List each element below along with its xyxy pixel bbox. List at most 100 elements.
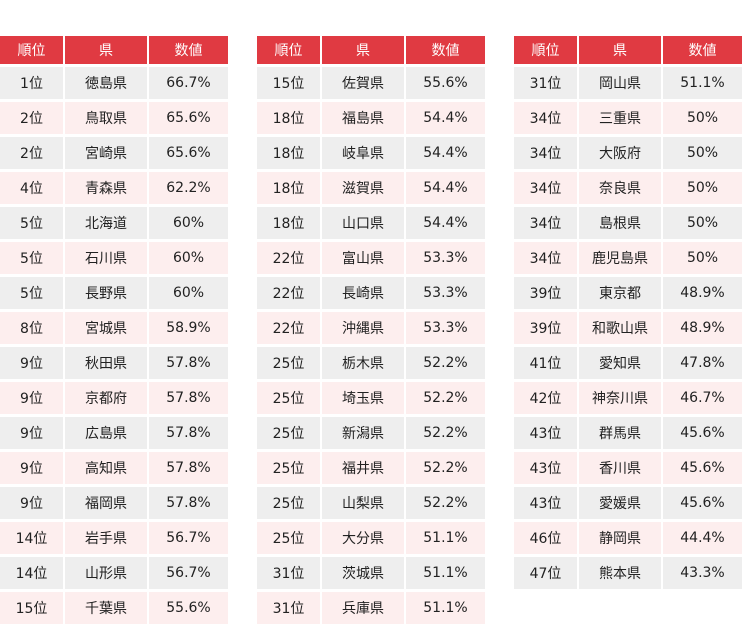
header-rank: 順位 bbox=[257, 36, 320, 64]
prefecture-cell: 富山県 bbox=[322, 242, 404, 274]
header-row: 順位 県 数値 bbox=[257, 36, 485, 64]
value-cell: 58.9% bbox=[149, 312, 228, 344]
prefecture-cell: 茨城県 bbox=[322, 557, 404, 589]
table-row: 18位 山口県 54.4% bbox=[257, 207, 485, 239]
prefecture-cell: 奈良県 bbox=[579, 172, 661, 204]
value-cell: 50% bbox=[663, 137, 742, 169]
prefecture-cell: 香川県 bbox=[579, 452, 661, 484]
table-row: 34位 三重県 50% bbox=[514, 102, 742, 134]
rank-cell: 15位 bbox=[0, 592, 63, 624]
value-cell: 52.2% bbox=[406, 347, 485, 379]
value-cell: 47.8% bbox=[663, 347, 742, 379]
rank-cell: 46位 bbox=[514, 522, 577, 554]
table-row: 43位 香川県 45.6% bbox=[514, 452, 742, 484]
prefecture-cell: 熊本県 bbox=[579, 557, 661, 589]
table-row: 25位 山梨県 52.2% bbox=[257, 487, 485, 519]
value-cell: 50% bbox=[663, 172, 742, 204]
value-cell: 44.4% bbox=[663, 522, 742, 554]
prefecture-cell: 岐阜県 bbox=[322, 137, 404, 169]
prefecture-cell: 秋田県 bbox=[65, 347, 147, 379]
prefecture-cell: 高知県 bbox=[65, 452, 147, 484]
table-row: 15位 佐賀県 55.6% bbox=[257, 67, 485, 99]
prefecture-cell: 福井県 bbox=[322, 452, 404, 484]
prefecture-cell: 岩手県 bbox=[65, 522, 147, 554]
value-cell: 54.4% bbox=[406, 207, 485, 239]
value-cell: 50% bbox=[663, 102, 742, 134]
rank-cell: 9位 bbox=[0, 382, 63, 414]
table-row: 31位 岡山県 51.1% bbox=[514, 67, 742, 99]
value-cell: 57.8% bbox=[149, 487, 228, 519]
table-row: 34位 鹿児島県 50% bbox=[514, 242, 742, 274]
rank-cell: 2位 bbox=[0, 137, 63, 169]
prefecture-cell: 島根県 bbox=[579, 207, 661, 239]
table-row: 34位 大阪府 50% bbox=[514, 137, 742, 169]
rank-cell: 22位 bbox=[257, 242, 320, 274]
value-cell: 54.4% bbox=[406, 172, 485, 204]
prefecture-cell: 鹿児島県 bbox=[579, 242, 661, 274]
value-cell: 45.6% bbox=[663, 452, 742, 484]
value-cell: 56.7% bbox=[149, 557, 228, 589]
table-row: 31位 兵庫県 51.1% bbox=[257, 592, 485, 624]
value-cell: 51.1% bbox=[663, 67, 742, 99]
prefecture-cell: 新潟県 bbox=[322, 417, 404, 449]
table-row: 18位 岐阜県 54.4% bbox=[257, 137, 485, 169]
value-cell: 53.3% bbox=[406, 277, 485, 309]
rank-cell: 42位 bbox=[514, 382, 577, 414]
header-row: 順位 県 数値 bbox=[514, 36, 742, 64]
table-row: 14位 岩手県 56.7% bbox=[0, 522, 228, 554]
prefecture-cell: 愛媛県 bbox=[579, 487, 661, 519]
prefecture-cell: 広島県 bbox=[65, 417, 147, 449]
table-row: 9位 広島県 57.8% bbox=[0, 417, 228, 449]
table-row: 25位 新潟県 52.2% bbox=[257, 417, 485, 449]
header-value: 数値 bbox=[149, 36, 228, 64]
rank-cell: 9位 bbox=[0, 487, 63, 519]
prefecture-cell: 滋賀県 bbox=[322, 172, 404, 204]
rank-cell: 34位 bbox=[514, 242, 577, 274]
prefecture-cell: 佐賀県 bbox=[322, 67, 404, 99]
rank-cell: 9位 bbox=[0, 417, 63, 449]
prefecture-cell: 岡山県 bbox=[579, 67, 661, 99]
header-value: 数値 bbox=[406, 36, 485, 64]
table-row: 9位 秋田県 57.8% bbox=[0, 347, 228, 379]
prefecture-cell: 山形県 bbox=[65, 557, 147, 589]
table-row: 5位 石川県 60% bbox=[0, 242, 228, 274]
rank-cell: 34位 bbox=[514, 172, 577, 204]
table-row: 22位 長崎県 53.3% bbox=[257, 277, 485, 309]
prefecture-cell: 宮城県 bbox=[65, 312, 147, 344]
table-row: 34位 島根県 50% bbox=[514, 207, 742, 239]
value-cell: 48.9% bbox=[663, 277, 742, 309]
prefecture-cell: 沖縄県 bbox=[322, 312, 404, 344]
rank-cell: 18位 bbox=[257, 137, 320, 169]
table-row: 43位 愛媛県 45.6% bbox=[514, 487, 742, 519]
rank-cell: 31位 bbox=[257, 557, 320, 589]
value-cell: 57.8% bbox=[149, 347, 228, 379]
value-cell: 51.1% bbox=[406, 557, 485, 589]
prefecture-cell: 神奈川県 bbox=[579, 382, 661, 414]
table-row: 2位 宮崎県 65.6% bbox=[0, 137, 228, 169]
value-cell: 52.2% bbox=[406, 417, 485, 449]
rank-cell: 34位 bbox=[514, 102, 577, 134]
rank-cell: 25位 bbox=[257, 522, 320, 554]
value-cell: 60% bbox=[149, 207, 228, 239]
prefecture-cell: 東京都 bbox=[579, 277, 661, 309]
prefecture-cell: 徳島県 bbox=[65, 67, 147, 99]
header-prefecture: 県 bbox=[579, 36, 661, 64]
rank-cell: 39位 bbox=[514, 312, 577, 344]
header-prefecture: 県 bbox=[322, 36, 404, 64]
prefecture-cell: 長崎県 bbox=[322, 277, 404, 309]
value-cell: 55.6% bbox=[406, 67, 485, 99]
rank-cell: 31位 bbox=[514, 67, 577, 99]
value-cell: 45.6% bbox=[663, 417, 742, 449]
prefecture-cell: 静岡県 bbox=[579, 522, 661, 554]
table-row: 9位 高知県 57.8% bbox=[0, 452, 228, 484]
rank-cell: 14位 bbox=[0, 522, 63, 554]
value-cell: 60% bbox=[149, 277, 228, 309]
value-cell: 66.7% bbox=[149, 67, 228, 99]
value-cell: 43.3% bbox=[663, 557, 742, 589]
rank-cell: 15位 bbox=[257, 67, 320, 99]
prefecture-cell: 石川県 bbox=[65, 242, 147, 274]
header-value: 数値 bbox=[663, 36, 742, 64]
rank-cell: 25位 bbox=[257, 347, 320, 379]
rank-cell: 39位 bbox=[514, 277, 577, 309]
value-cell: 62.2% bbox=[149, 172, 228, 204]
